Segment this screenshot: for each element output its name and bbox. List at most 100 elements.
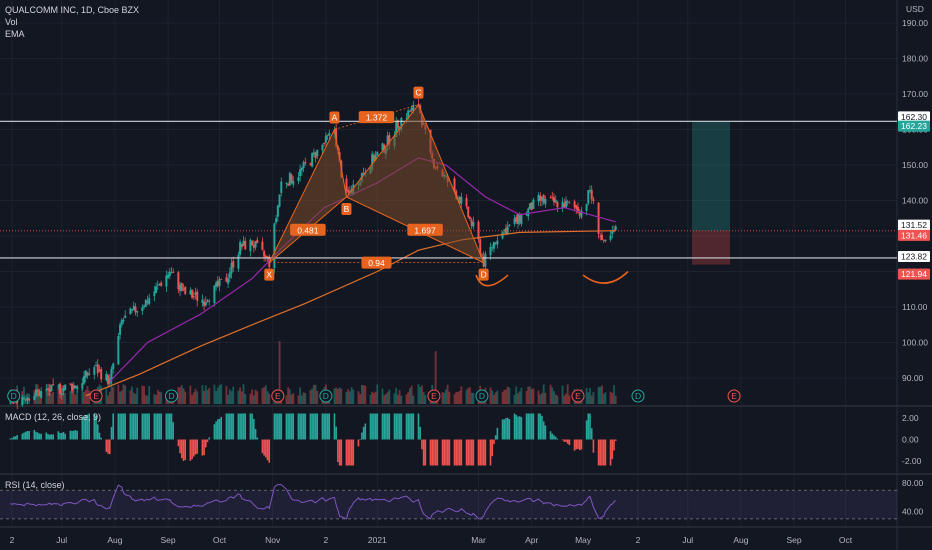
candle (460, 196, 463, 204)
position-target-zone[interactable] (692, 121, 730, 231)
candle (590, 189, 593, 200)
volume-bar (384, 393, 387, 404)
candle (395, 121, 398, 138)
macd-histogram-bar (313, 413, 315, 440)
macd-histogram-bar (64, 433, 66, 440)
macd-histogram-bar (539, 413, 542, 440)
pattern-point-d-label: D (481, 270, 487, 280)
candle (602, 240, 605, 242)
candle (542, 194, 545, 203)
candle (585, 204, 588, 211)
macd-histogram-bar (194, 439, 197, 455)
volume-bar (374, 391, 377, 404)
candle (143, 305, 146, 308)
event-marker-earnings[interactable] (571, 389, 585, 403)
volume-bar (453, 394, 456, 404)
pattern-point-a-marker[interactable] (329, 111, 340, 124)
macd-histogram-bar (611, 439, 614, 460)
bottom-arc-annotation[interactable] (475, 274, 509, 287)
volume-bar (515, 386, 518, 404)
candle (136, 311, 139, 313)
macd-histogram-bar (14, 436, 17, 440)
volume-bar (604, 392, 607, 404)
pattern-ratio-line (269, 196, 347, 263)
macd-histogram-bar (409, 413, 411, 440)
volume-bar (599, 386, 602, 404)
volume-bar (266, 391, 269, 404)
event-marker-earnings[interactable] (89, 389, 103, 403)
event-marker-label: D (11, 391, 17, 401)
candle (576, 206, 579, 213)
price-axis-tick: 110.00 (902, 302, 928, 312)
time-axis-tick: Jul (682, 535, 693, 545)
price-label-text: 121.94 (901, 269, 927, 279)
bottom-arc-annotation[interactable] (582, 270, 629, 284)
macd-histogram-bar (254, 429, 257, 440)
event-marker-dividend[interactable] (165, 389, 179, 403)
candle (237, 254, 240, 269)
candle (148, 298, 151, 305)
macd-histogram-bar (16, 435, 18, 440)
candle (208, 300, 211, 302)
macd-histogram-bar (227, 413, 229, 440)
candle (122, 319, 125, 322)
candle (48, 389, 51, 393)
indicator-ema-label[interactable]: EMA (5, 29, 25, 39)
candle (160, 282, 163, 286)
pattern-ratio-badge[interactable] (407, 223, 443, 236)
macd-histogram-bar (251, 413, 253, 440)
macd-pane-title[interactable]: MACD (12, 26, close, 9) (5, 412, 102, 422)
symbol-title: QUALCOMM INC, 1D, Cboe BZX (5, 5, 140, 15)
pattern-ratio-badge[interactable] (358, 111, 395, 124)
candle (292, 181, 295, 185)
macd-histogram-bar (156, 413, 159, 440)
event-marker-dividend[interactable] (7, 389, 21, 403)
candle (28, 398, 31, 401)
candle (112, 363, 115, 369)
event-marker-label: D (479, 391, 485, 401)
event-marker-dividend[interactable] (319, 389, 333, 403)
volume-bar (249, 393, 252, 404)
pattern-point-c-marker[interactable] (413, 86, 424, 99)
candle (288, 173, 291, 186)
candle (588, 190, 591, 192)
volume-bar (369, 394, 372, 404)
event-marker-earnings[interactable] (427, 389, 441, 403)
pattern-point-d-marker[interactable] (478, 268, 489, 281)
macd-histogram-bar (189, 439, 192, 461)
pattern-ratio-badge[interactable] (290, 223, 326, 236)
event-marker-dividend[interactable] (631, 389, 645, 403)
candle (24, 399, 27, 401)
event-marker-dividend[interactable] (475, 389, 489, 403)
volume-bar (340, 388, 343, 404)
macd-histogram-bar (470, 439, 473, 466)
position-stop-zone[interactable] (692, 230, 730, 265)
event-marker-earnings[interactable] (727, 389, 741, 403)
macd-histogram-bar (604, 439, 607, 466)
macd-histogram-bar (23, 432, 25, 440)
pattern-point-b-marker[interactable] (341, 202, 352, 215)
macd-histogram-bar (275, 413, 277, 440)
candle (252, 244, 255, 248)
candle (180, 283, 183, 291)
indicator-vol-label[interactable]: Vol (5, 17, 18, 27)
pattern-point-x-marker[interactable] (264, 268, 275, 281)
macd-histogram-bar (60, 432, 63, 440)
candle (388, 134, 391, 145)
candle (400, 117, 403, 130)
pattern-ratio-badge[interactable] (361, 256, 392, 269)
pattern-ratio-label: 1.372 (366, 113, 388, 123)
macd-histogram-bar (505, 417, 507, 440)
volume-bar (601, 385, 603, 404)
rsi-pane-title[interactable]: RSI (14, close) (5, 480, 65, 490)
candle (261, 241, 264, 250)
candle (564, 200, 567, 209)
volume-bar (47, 392, 49, 404)
candle (520, 214, 523, 225)
price-label-badge (898, 219, 930, 231)
macd-histogram-bar (225, 413, 228, 440)
volume-bar (72, 393, 75, 404)
event-marker-earnings[interactable] (271, 389, 285, 403)
